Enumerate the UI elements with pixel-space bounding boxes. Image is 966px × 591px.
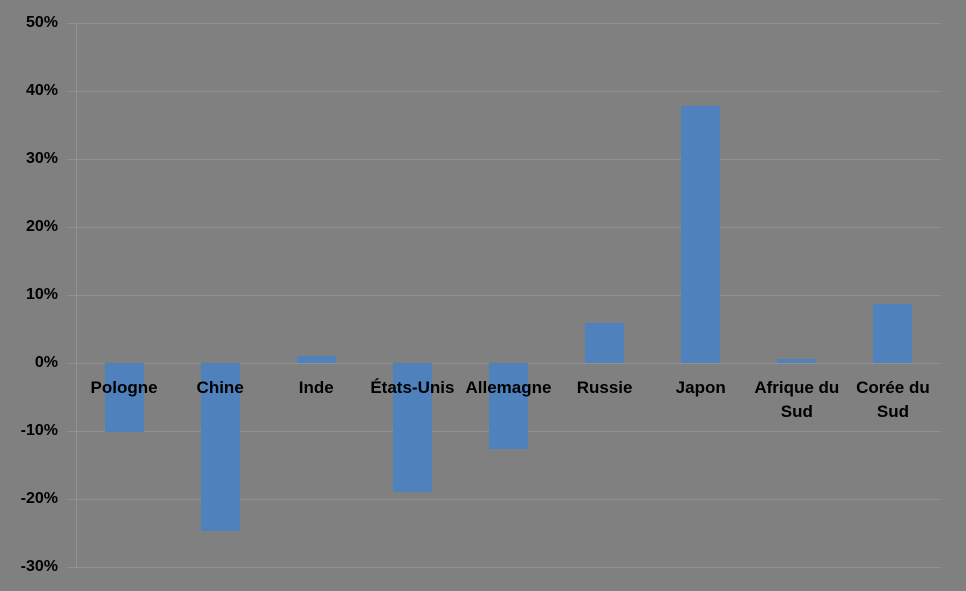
category-label: Japon	[675, 378, 726, 397]
bar-inde	[296, 356, 336, 363]
category-label: Corée du Sud	[856, 378, 930, 421]
category-label: Inde	[298, 378, 334, 397]
gridline	[67, 566, 941, 568]
y-axis-tick-label: 30%	[25, 150, 58, 167]
gridline	[67, 22, 941, 24]
bar-japon	[681, 105, 721, 363]
y-axis-tick-label: -30%	[20, 558, 58, 575]
category-label: Chine	[196, 378, 244, 397]
category-label: Pologne	[90, 378, 158, 397]
category-label: Afrique du Sud	[754, 378, 840, 421]
bar-chine	[200, 363, 240, 531]
bar-russie	[585, 322, 625, 363]
bar-etats-unis	[392, 363, 432, 492]
y-axis-tick-label: 0%	[34, 354, 58, 371]
y-axis-tick-label: 20%	[25, 218, 58, 235]
bar-pologne	[104, 363, 144, 433]
bar-coree-du-sud	[873, 303, 913, 363]
y-axis-line	[76, 23, 77, 567]
bar-allemagne	[489, 363, 528, 450]
y-axis-tick-label: 50%	[25, 14, 58, 31]
y-axis-tick-label: -10%	[20, 422, 58, 439]
gridline	[67, 90, 941, 92]
gridline	[67, 226, 941, 228]
category-label: Russie	[576, 378, 633, 397]
y-axis-tick-label: 10%	[25, 286, 58, 303]
y-axis-tick-label: -20%	[20, 490, 58, 507]
category-label: Allemagne	[465, 378, 552, 397]
gridline	[67, 498, 941, 500]
category-label: États-Unis	[370, 378, 455, 397]
y-axis-tick-label: 40%	[25, 82, 58, 99]
gridline	[67, 158, 941, 160]
bar-afrique-du-sud	[777, 358, 817, 363]
gridline	[67, 294, 941, 296]
